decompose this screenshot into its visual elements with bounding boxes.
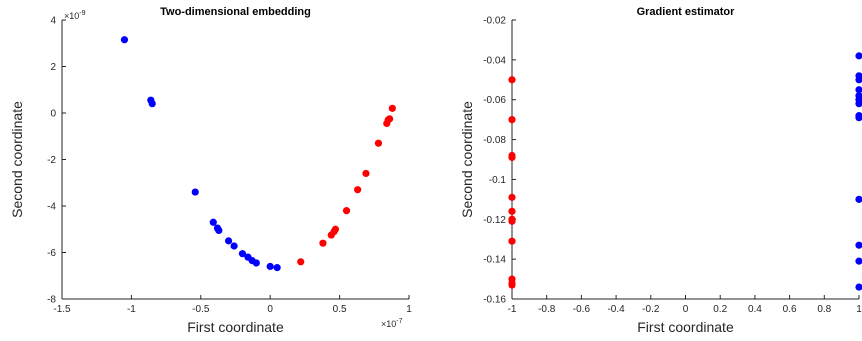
embedding-chart: -1.5 -1 -0.5 0 0.5 1 -8 -6 -4 -2 0 2 4 Two-dimensiona… (9, 6, 412, 335)
blue-data-point (238, 250, 247, 258)
y-tick-label: -0.1 (489, 175, 507, 186)
x-tick-label: 0.4 (748, 304, 762, 315)
blue-data-point (855, 76, 862, 84)
y-tick-label: -6 (47, 248, 56, 259)
x-axis-title: First coordinate (187, 319, 284, 335)
x-tick-label: -0.2 (642, 304, 660, 315)
blue-data-point (252, 259, 260, 267)
y-tick-label: 2 (50, 62, 56, 73)
x-axis-title: First coordinate (637, 319, 734, 335)
blue-data-point (266, 262, 274, 271)
x-tick-label: 0.5 (333, 304, 347, 315)
red-data-point (508, 193, 516, 201)
y-tick-label: -0.06 (483, 95, 506, 106)
red-data-point (508, 76, 516, 84)
x-tick-label: -1.5 (53, 304, 71, 315)
y-tick-label: -0.14 (483, 255, 506, 266)
y-tick-label: -2 (47, 155, 56, 166)
blue-data-point (855, 100, 862, 108)
x-tick-label: 1 (406, 304, 412, 315)
y-axis-title: Second coordinate (9, 101, 25, 218)
red-data-point (362, 169, 370, 178)
y-tick-label: 0 (50, 109, 56, 120)
x-tick-label: 0.2 (713, 304, 727, 315)
red-data-point (374, 139, 383, 147)
x-tick-label: -0.4 (607, 304, 625, 315)
y-tick-label: -0.16 (483, 295, 506, 306)
x-tick-label: -0.8 (538, 304, 556, 315)
x-tick-label: -0.6 (573, 304, 591, 315)
y-tick-label: -0.04 (483, 55, 506, 66)
blue-data-point (855, 86, 862, 94)
x-tick-label: -1 (508, 304, 517, 315)
blue-data-point (855, 195, 862, 203)
red-data-point (331, 225, 340, 233)
blue-data-point (191, 188, 199, 196)
blue-data-point (148, 100, 156, 108)
x-tick-label: -0.5 (192, 304, 210, 315)
blue-data-point (273, 264, 281, 272)
y-exponent-label: ×10-9 (64, 10, 86, 21)
blue-data-point (120, 36, 129, 44)
blue-data-point (855, 52, 862, 60)
blue-data-point (855, 114, 862, 122)
red-data-point (342, 207, 351, 215)
y-tick-label: -4 (47, 202, 56, 213)
y-tick-label: -0.12 (483, 215, 506, 226)
blue-data-point (855, 257, 862, 265)
gradient-estimator-chart: -1 -0.8 -0.6 -0.4 -0.2 0 0.2 0.4 0.6 0.8 1 -0.16 -0.… (459, 6, 862, 335)
red-data-point (354, 186, 362, 194)
red-data-point (319, 239, 327, 247)
red-data-point (508, 281, 516, 289)
x-tick-label: 0.8 (817, 304, 831, 315)
red-data-point (508, 153, 516, 162)
blue-data-point (209, 218, 217, 226)
red-data-point (297, 258, 305, 266)
x-exponent-power: -7 (396, 318, 402, 325)
blue-data-point (224, 237, 233, 245)
red-data-point (388, 104, 396, 112)
y-axis-title: Second coordinate (459, 101, 475, 218)
x-tick-label: 0.6 (783, 304, 797, 315)
red-data-point (508, 217, 516, 225)
chart-title: Gradient estimator (637, 6, 736, 18)
x-tick-label: 1 (856, 304, 862, 315)
y-tick-label: 4 (50, 16, 56, 27)
red-data-point (508, 116, 516, 124)
x-exponent-label: ×10-7 (381, 318, 403, 329)
red-data-point (508, 207, 516, 215)
blue-data-point (855, 283, 862, 291)
y-tick-label: -8 (47, 295, 56, 306)
y-tick-label: -0.08 (483, 135, 506, 146)
x-tick-label: -1 (127, 304, 136, 315)
blue-data-point (215, 226, 223, 235)
blue-data-point (230, 242, 238, 250)
y-exponent-power: -9 (79, 10, 85, 17)
blue-data-point (855, 241, 862, 249)
red-data-point (508, 237, 516, 245)
x-tick-label: 0 (683, 304, 689, 315)
chart-title: Two-dimensional embedding (160, 6, 311, 18)
y-tick-label: -0.02 (483, 16, 506, 27)
x-tick-label: 0 (267, 304, 273, 315)
red-data-point (385, 115, 394, 123)
